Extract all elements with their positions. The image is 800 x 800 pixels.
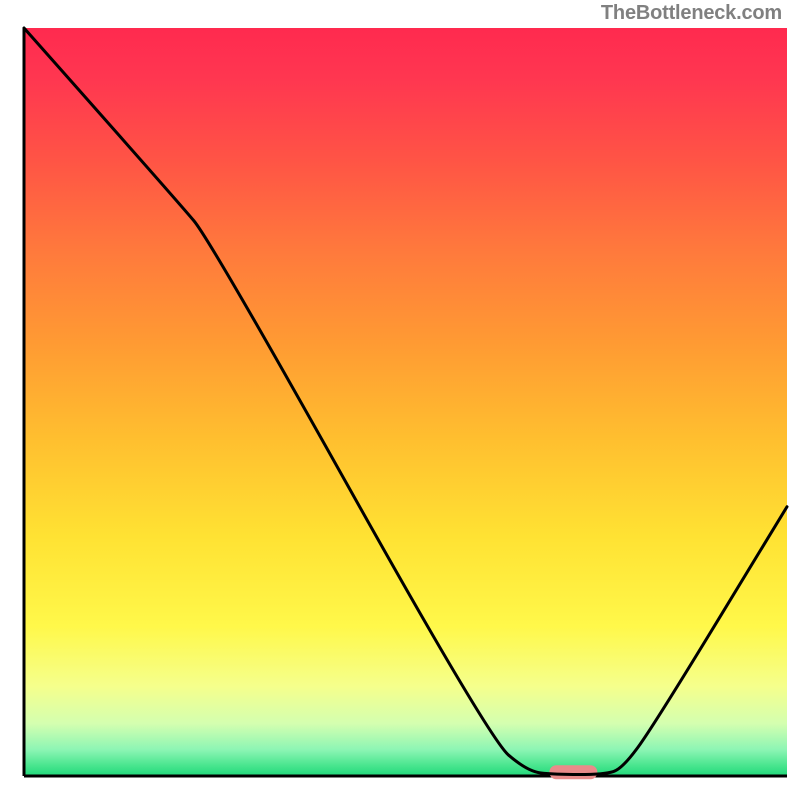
plot-background-gradient — [24, 28, 787, 776]
watermark-text: TheBottleneck.com — [601, 2, 782, 25]
bottleneck-chart: TheBottleneck.com — [0, 0, 800, 800]
chart-svg — [0, 0, 800, 800]
optimum-marker — [549, 765, 597, 779]
